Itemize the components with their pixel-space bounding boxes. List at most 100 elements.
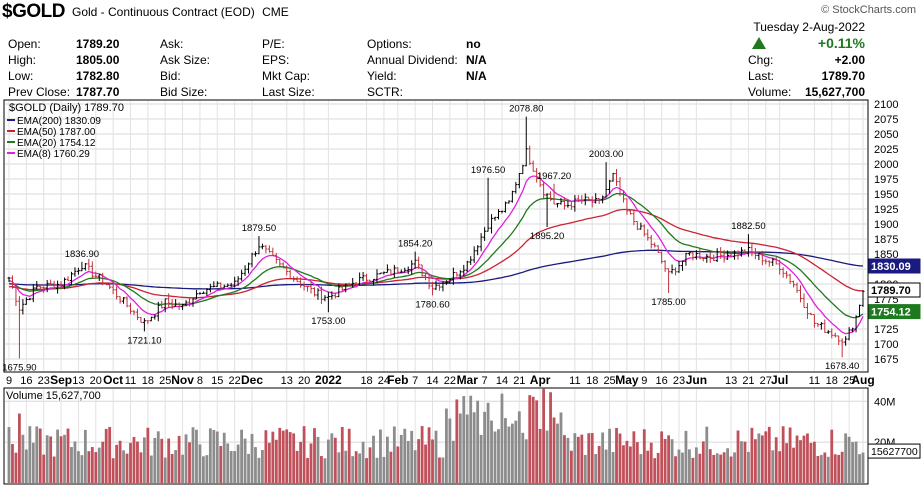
volume-bar [49,436,53,483]
volume-bar [361,441,365,483]
date-axis: 9 16 23 Sep 13 20 Oct 11 18 25 Nov 8 15 22 Dec 13 20 2022… [6,373,875,387]
pe-label: P/E: [262,37,285,51]
price-annotation: 1785.00 [651,297,685,308]
volume-bar [694,447,698,483]
volume-bar [344,450,348,483]
volume-bar [799,440,802,483]
volume-bar [104,428,108,483]
price-annotation: 1967.20 [537,171,571,182]
date-tick-label: 18 [142,375,154,387]
volume-bar [517,411,521,483]
last-size-label: Last Size: [262,85,315,99]
volume-bar [837,454,841,483]
bid-size-label: Bid Size: [160,85,208,99]
price-annotation: 1675.90 [2,362,36,373]
volume-bar [851,442,854,483]
volume-bar [156,431,160,483]
volume-bar [97,447,101,483]
volume-bar [771,450,775,483]
price-tick-label: 2100 [874,99,898,111]
volume-bar [809,442,813,483]
volume-bar [535,400,539,483]
price-tags: 1830.09 1789.70 1754.12 [867,258,921,320]
date-tick-label: Aug [851,373,874,387]
volume-bar [750,427,754,483]
date-tick-label: 16 [656,375,668,387]
volume-bar [101,441,105,483]
volume-bar [576,436,580,483]
date-tick-label: Mar [457,373,479,387]
price-tick-label: 1875 [874,234,898,246]
brand-watermark: © StockCharts.com [821,4,916,16]
options-label: Options: [367,37,412,51]
quote-header: $GOLD Gold - Continuous Contract (EOD) C… [0,0,922,100]
volume-bar [497,429,500,483]
volume-bar [736,430,740,483]
price-annotation: 2078.80 [509,104,543,115]
date-tick-label: 14 [496,375,508,387]
volume-bar [451,440,455,483]
volume-bar [392,426,396,483]
date-tick-label: 13 [281,375,293,387]
volume-bar [684,430,688,483]
volume-bar [840,451,844,483]
mkt-cap-label: Mkt Cap: [262,69,311,83]
volume-bar [861,452,865,483]
volume-bar [660,431,664,483]
volume-bar [330,433,334,483]
volume-bar [337,452,341,483]
date-tick-label: 14 [426,375,438,387]
price-tick-label: 1950 [874,189,898,201]
volume-bar [202,456,205,483]
exchange-text: CME [262,5,289,19]
volume-bar [632,431,636,483]
date-tick-label: Feb [387,373,408,387]
price-panel-title: $GOLD (Daily) 1789.70 [9,102,124,114]
price-tag-label: 1789.70 [871,285,911,297]
date-tick-label: 20 [90,375,102,387]
volume-tick-label: 40M [874,396,895,408]
volume-bar [399,434,403,483]
high-value: 1805.00 [76,53,120,67]
date-tick-label: 18 [586,375,598,387]
price-annotation: 2003.00 [589,149,623,160]
volume-bar [212,429,216,483]
volume-bar [70,447,73,483]
volume-bar [302,426,306,483]
volume-bar [500,393,504,483]
volume-bar [427,427,431,483]
date-tick-label: 9 [6,375,12,387]
volume-bar [320,456,323,483]
low-label: Low: [8,69,34,83]
price-tick-label: 1675 [874,354,898,366]
price-annotation: 1976.50 [471,165,505,176]
volume-bar [38,428,42,483]
volume-bar [802,435,806,483]
date-tick-label: 24 [378,375,390,387]
volume-bar [753,439,757,483]
price-tick-label: 1925 [874,204,898,216]
volume-bar [129,442,132,483]
volume-bar [250,433,254,483]
volume-bar [833,454,837,483]
volume-bar [403,428,407,483]
last-value: 1789.70 [821,69,865,83]
volume-bar [240,429,243,483]
date-tick-label: 25 [603,375,615,387]
volume-bar [667,435,670,483]
volume-bar [215,431,219,483]
price-tag-label: 1754.12 [871,307,911,319]
volume-bar [295,450,299,483]
volume-bar [73,441,77,483]
volume-bar [462,396,466,483]
volume-bar [792,447,795,483]
volume-bar [854,441,858,483]
volume-bar [11,444,14,483]
volume-bar [94,452,98,483]
volume-bar [410,430,414,483]
volume-bar [115,444,119,483]
volume-bar [504,418,507,483]
volume-bar [625,440,629,483]
volume-bar [788,427,792,483]
date-tick-label: 27 [760,375,772,387]
